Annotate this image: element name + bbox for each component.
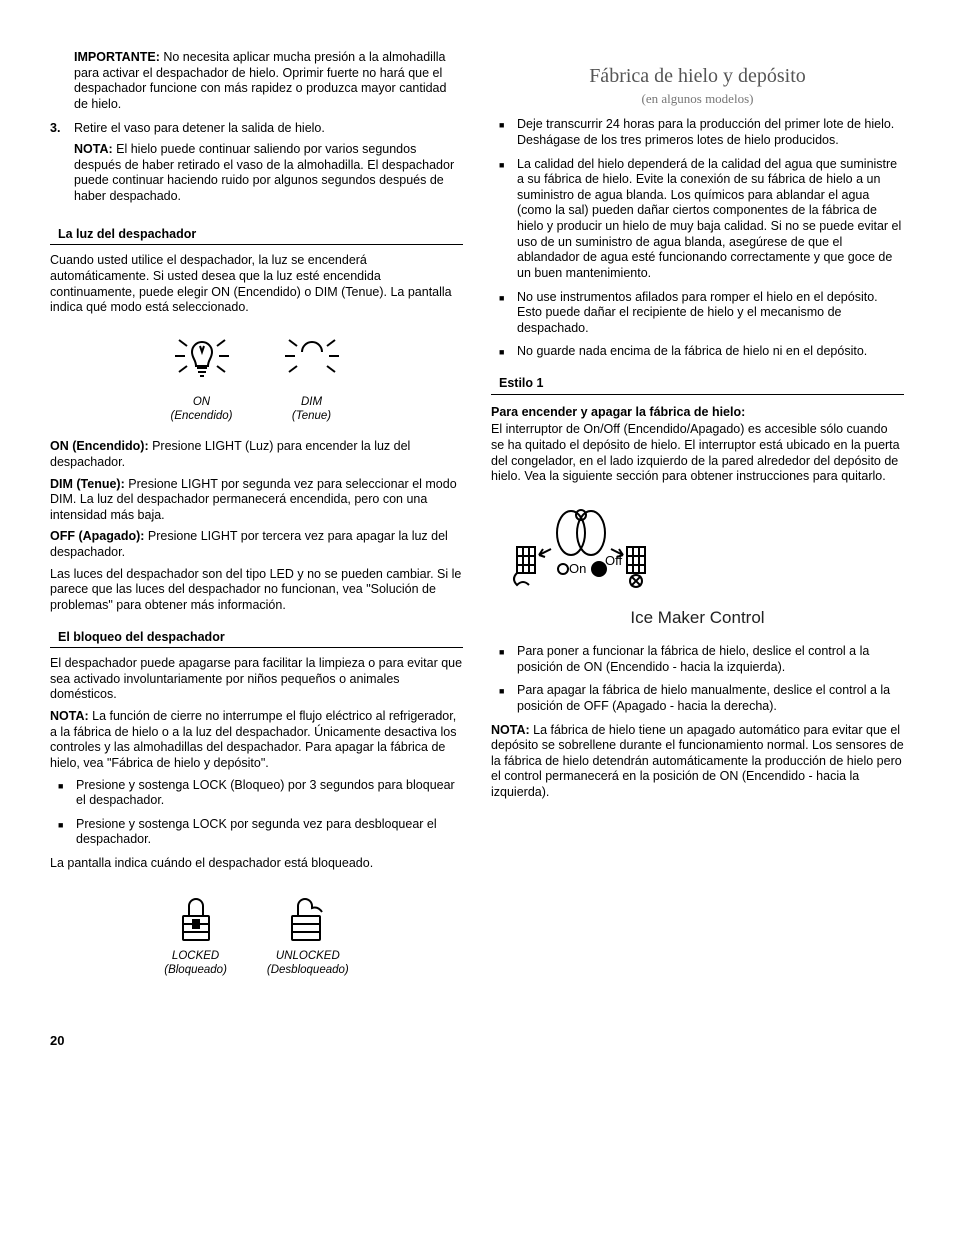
lock-closed-icon [171,888,221,946]
fig-off-text: Off [605,553,622,568]
importante-block: IMPORTANTE: No necesita aplicar mucha pr… [74,50,463,113]
importante-label: IMPORTANTE: [74,50,160,64]
fig-on-text: On [569,561,586,576]
luz-intro: Cuando usted utilice el despachador, la … [50,253,463,316]
step-3-num: 3. [50,121,74,211]
list-item: Deje transcurrir 24 horas para la produc… [491,117,904,148]
ice-nota-text: La fábrica de hielo tiene un apagado aut… [491,723,904,800]
encender-text: El interruptor de On/Off (Encendido/Apag… [491,422,904,485]
lock-open-icon [278,888,338,946]
light-figure: ON(Encendido) DIM(T [50,332,463,424]
bloqueo-nota-label: NOTA: [50,709,89,723]
step-3: 3. Retire el vaso para detener la salida… [50,121,463,211]
icemaker-control-icon: On Off [491,501,671,601]
unlocked-figure: UNLOCKED (Desbloqueado) [267,888,349,978]
dim-label: DIM (Tenue): [50,477,125,491]
list-item: No guarde nada encima de la fábrica de h… [491,344,904,360]
fabrica-list: Deje transcurrir 24 horas para la produc… [491,117,904,360]
list-item: Presione y sostenga LOCK (Bloqueo) por 3… [50,778,463,809]
left-column: IMPORTANTE: No necesita aplicar mucha pr… [50,50,463,993]
list-item: Presione y sostenga LOCK por segunda vez… [50,817,463,848]
list-item: Para apagar la fábrica de hielo manualme… [491,683,904,714]
bulb-on-icon [167,332,237,392]
fig-dim-label: DIM [301,396,322,408]
ice-maker-control-label: Ice Maker Control [491,607,904,628]
fig-dim-sub: (Tenue) [292,410,331,422]
list-item: Para poner a funcionar la fábrica de hie… [491,644,904,675]
unlocked-sub: (Desbloqueado) [267,964,349,976]
icemaker-figure: On Off Ice Maker Control [491,501,904,628]
step-3-text: Retire el vaso para detener la salida de… [74,121,463,137]
bloqueo-intro: El despachador puede apagarse para facil… [50,656,463,703]
bloqueo-list: Presione y sostenga LOCK (Bloqueo) por 3… [50,778,463,849]
page: IMPORTANTE: No necesita aplicar mucha pr… [50,50,904,993]
bloqueo-out: La pantalla indica cuándo el despachador… [50,856,463,872]
right-column: Fábrica de hielo y depósito (en algunos … [491,50,904,993]
list-item: No use instrumentos afilados para romper… [491,290,904,337]
light-on-figure: ON (Encendido) [167,332,237,424]
off-label: OFF (Apagado): [50,529,144,543]
bloqueo-heading: El bloqueo del despachador [50,628,463,649]
icemaker-list: Para poner a funcionar la fábrica de hie… [491,644,904,715]
estilo-heading: Estilo 1 [491,374,904,395]
light-dim-figure: DIM (Tenue) [277,332,347,424]
locked-figure: LOCKED (Bloqueado) [164,888,227,978]
fig-on-sub: (Encendido) [170,410,232,422]
step-3-nota-label: NOTA: [74,142,113,156]
lock-figure: LOCKED (Bloqueado) UNLOCKED (Desbloqueado) [50,888,463,978]
encender-heading: Para encender y apagar la fábrica de hie… [491,405,904,421]
luz-heading: La luz del despachador [50,225,463,246]
bulb-dim-icon [277,332,347,392]
ice-nota-label: NOTA: [491,723,530,737]
fig-on-label: ON [193,396,210,408]
step-3-nota-text: El hielo puede continuar saliendo por va… [74,142,454,203]
bloqueo-nota-text: La función de cierre no interrumpe el fl… [50,709,457,770]
locked-sub: (Bloqueado) [164,964,227,976]
list-item: La calidad del hielo dependerá de la cal… [491,157,904,282]
unlocked-label: UNLOCKED [276,950,340,962]
locked-label: LOCKED [172,950,219,962]
section-title: Fábrica de hielo y depósito [491,64,904,89]
page-number: 20 [50,1033,904,1049]
section-subtitle: (en algunos modelos) [491,91,904,107]
led-text: Las luces del despachador son del tipo L… [50,567,463,614]
on-label: ON (Encendido): [50,439,149,453]
